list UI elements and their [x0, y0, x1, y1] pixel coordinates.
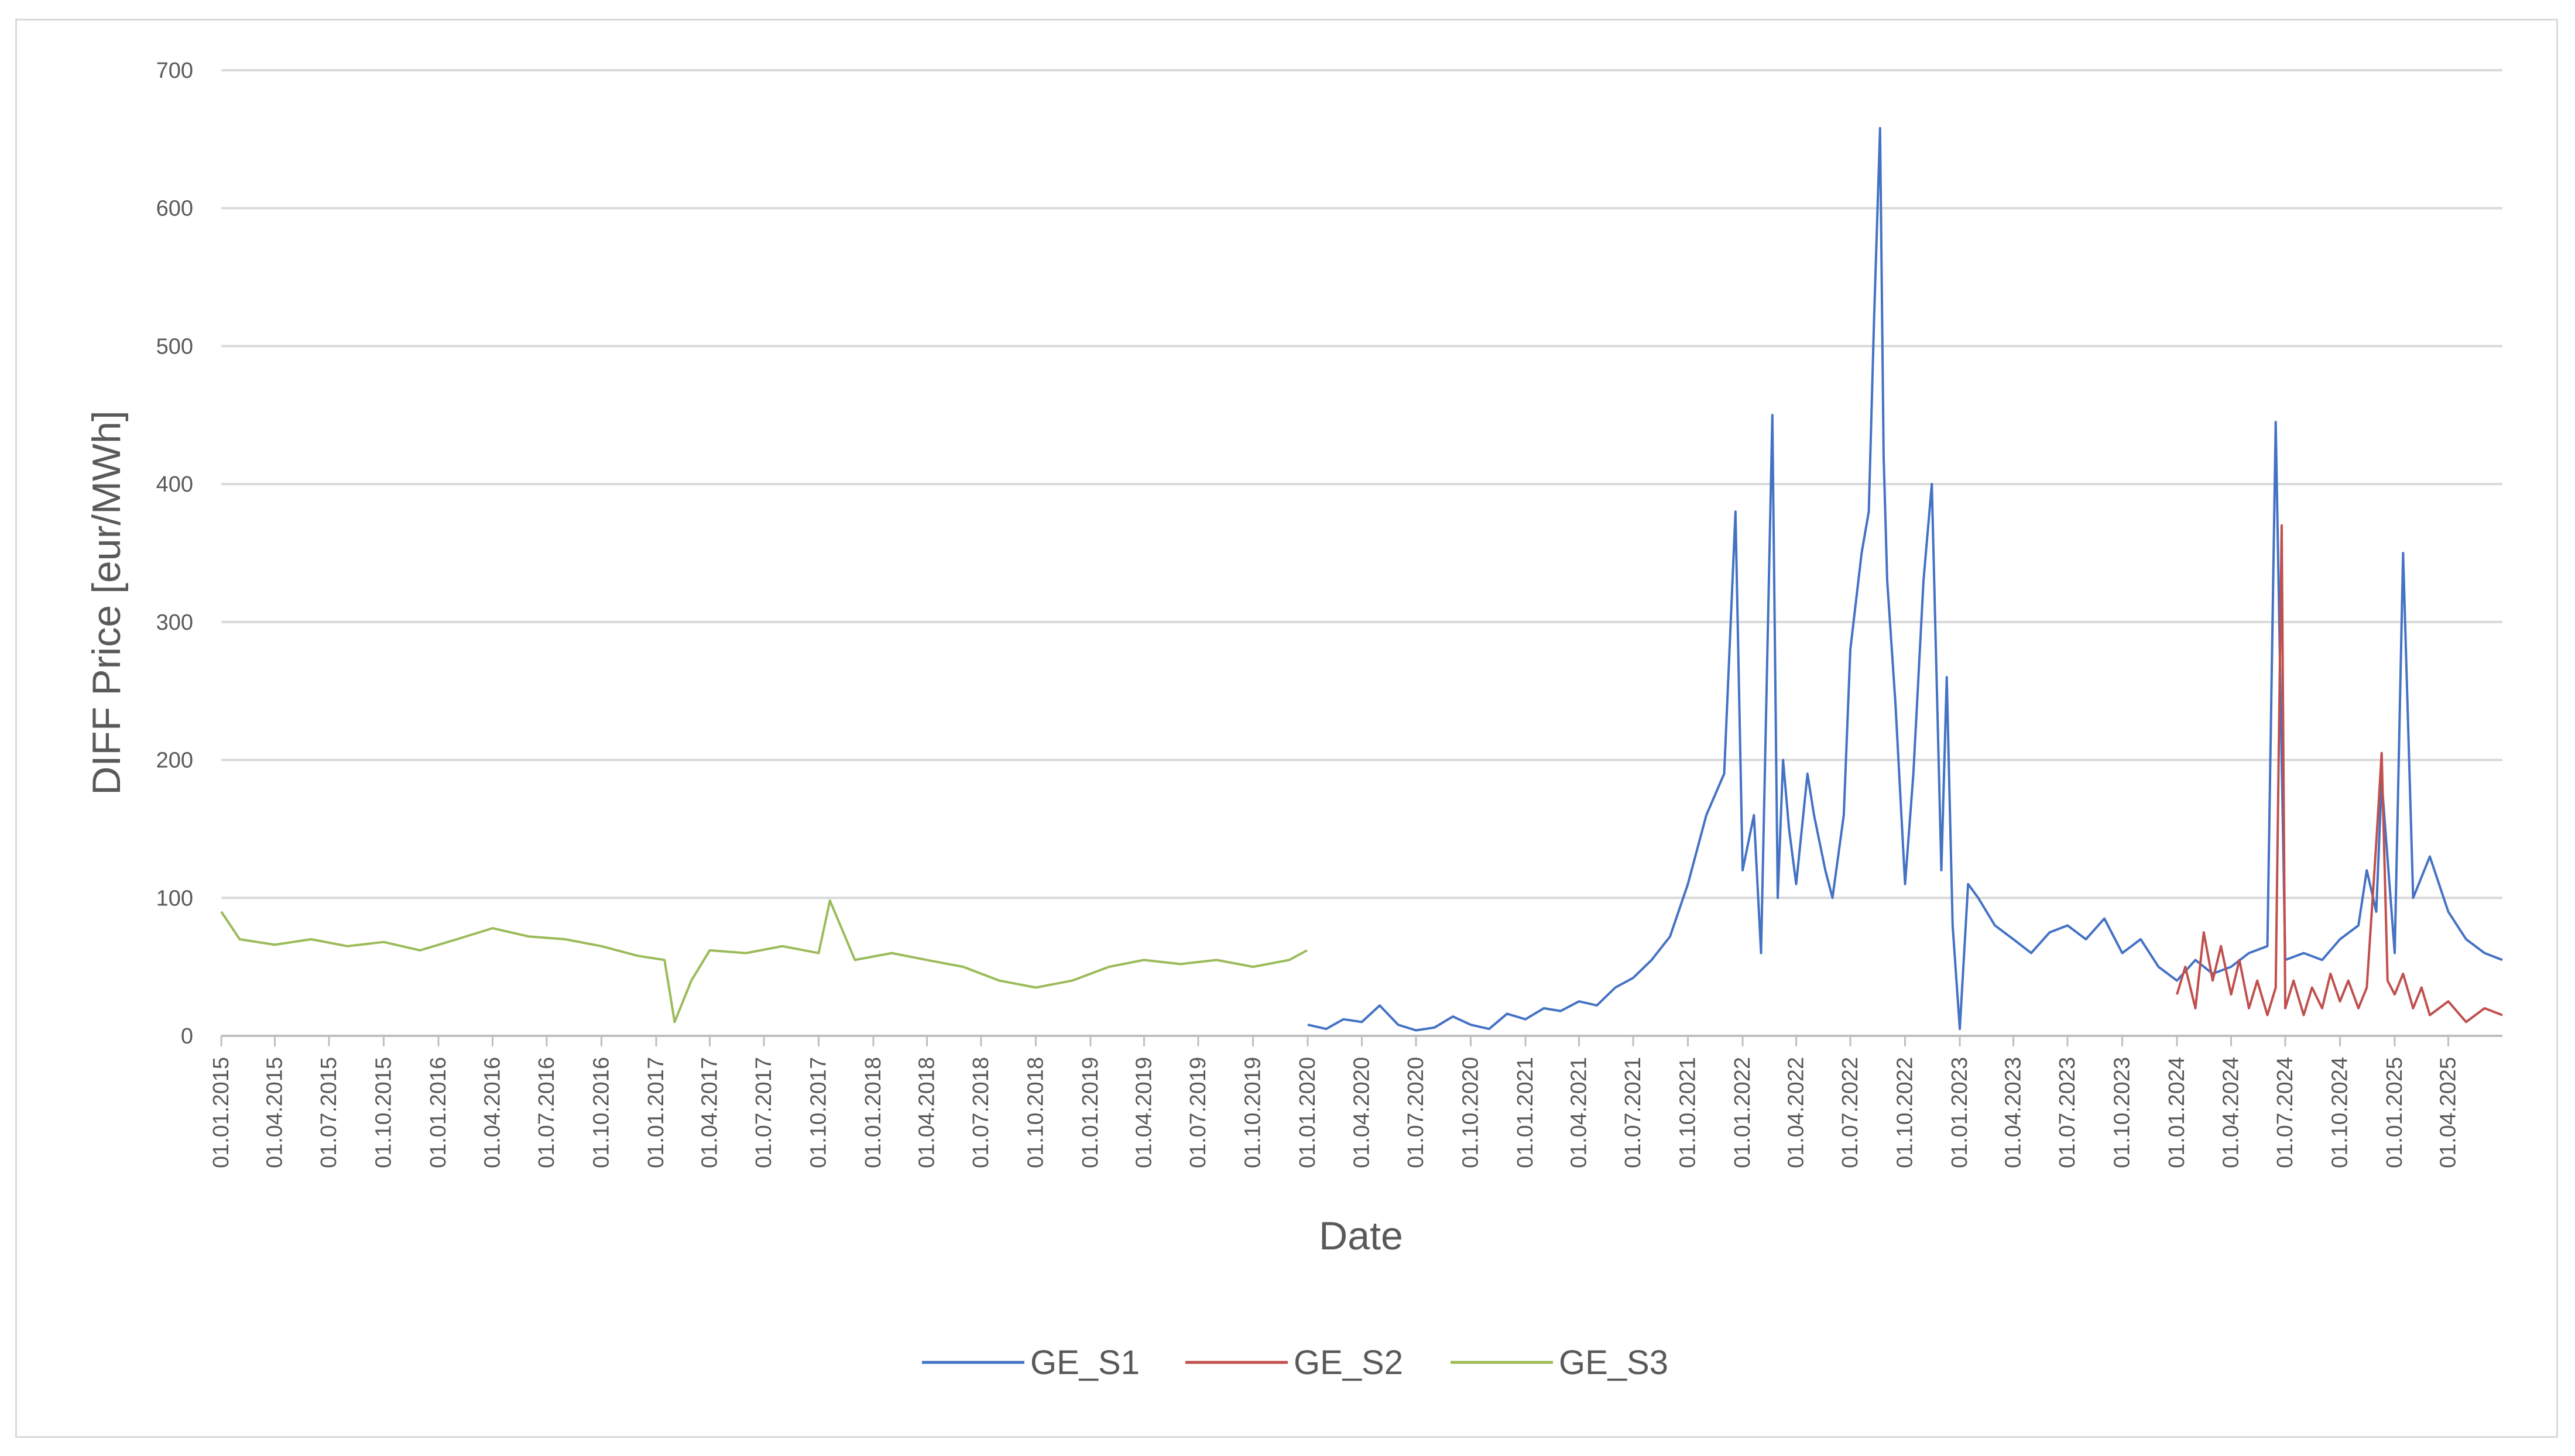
- legend-label-ge_s2: GE_S2: [1294, 1344, 1403, 1382]
- x-tick-label: 01.04.2022: [1784, 1057, 1808, 1168]
- x-tick-label: 01.01.2018: [861, 1057, 886, 1168]
- y-tick-label: 500: [156, 334, 193, 359]
- x-tick-label: 01.04.2017: [697, 1057, 722, 1168]
- x-tick-label: 01.07.2019: [1186, 1057, 1211, 1168]
- x-tick-label: 01.01.2017: [644, 1057, 668, 1168]
- x-tick-label: 01.10.2018: [1023, 1057, 1048, 1168]
- y-tick-label: 100: [156, 886, 193, 911]
- x-axis-ticks: 01.01.2015 01.04.2015 01.07.2015 01.10.2015…: [209, 1036, 2461, 1168]
- y-tick-label: 300: [156, 610, 193, 635]
- x-tick-label: 01.04.2015: [262, 1057, 287, 1168]
- x-tick-label: 01.10.2024: [2328, 1057, 2353, 1168]
- x-tick-label: 01.04.2018: [914, 1057, 939, 1168]
- series-line-ge_s3: [220, 899, 1308, 1024]
- x-tick-label: 01.10.2020: [1459, 1057, 1483, 1168]
- x-tick-label: 01.01.2024: [2165, 1057, 2189, 1168]
- gridlines: [221, 69, 2502, 1037]
- series-line-ge_s1: [1307, 127, 2503, 1032]
- x-tick-label: 01.07.2017: [752, 1057, 776, 1168]
- y-tick-label: 700: [156, 59, 193, 83]
- x-tick-label: 01.01.2015: [209, 1057, 234, 1168]
- x-tick-label: 01.07.2021: [1621, 1057, 1645, 1168]
- y-tick-label: 600: [156, 197, 193, 221]
- x-tick-label: 01.04.2021: [1566, 1057, 1591, 1168]
- x-tick-label: 01.07.2024: [2273, 1057, 2298, 1168]
- x-tick-label: 01.10.2017: [806, 1057, 831, 1168]
- x-tick-label: 01.04.2019: [1132, 1057, 1156, 1168]
- x-tick-label: 01.01.2019: [1078, 1057, 1103, 1168]
- x-tick-label: 01.04.2020: [1350, 1057, 1374, 1168]
- x-tick-label: 01.07.2016: [534, 1057, 559, 1168]
- x-tick-label: 01.01.2022: [1730, 1057, 1755, 1168]
- y-tick-label: 0: [181, 1024, 193, 1049]
- series-line-ge_s2: [2176, 524, 2503, 1024]
- x-tick-label: 01.01.2020: [1295, 1057, 1320, 1168]
- legend-label-ge_s3: GE_S3: [1559, 1344, 1668, 1382]
- y-axis-ticks: 0 100 200 300 400 500 600 700: [156, 59, 193, 1049]
- x-tick-label: 01.01.2023: [1947, 1057, 1972, 1168]
- x-tick-label: 01.10.2022: [1893, 1057, 1918, 1168]
- x-tick-label: 01.04.2016: [480, 1057, 505, 1168]
- x-tick-label: 01.01.2016: [426, 1057, 451, 1168]
- y-tick-label: 200: [156, 748, 193, 773]
- x-tick-label: 01.04.2023: [2001, 1057, 2025, 1168]
- x-tick-label: 01.07.2022: [1838, 1057, 1863, 1168]
- x-tick-label: 01.10.2015: [371, 1057, 396, 1168]
- legend: GE_S1 GE_S2 GE_S3: [922, 1344, 1668, 1382]
- x-tick-label: 01.01.2021: [1513, 1057, 1538, 1168]
- x-tick-label: 01.07.2015: [317, 1057, 341, 1168]
- series-lines: [220, 127, 2503, 1032]
- x-axis-title: Date: [1319, 1214, 1403, 1258]
- x-tick-label: 01.04.2025: [2436, 1057, 2461, 1168]
- y-tick-label: 400: [156, 472, 193, 497]
- x-tick-label: 01.10.2019: [1240, 1057, 1265, 1168]
- x-tick-label: 01.07.2020: [1404, 1057, 1428, 1168]
- x-tick-label: 01.01.2025: [2382, 1057, 2407, 1168]
- y-axis-title: DIFF Price [eur/MWh]: [84, 410, 129, 795]
- x-tick-label: 01.10.2021: [1676, 1057, 1700, 1168]
- chart-frame: [15, 19, 2558, 1438]
- x-tick-label: 01.07.2023: [2055, 1057, 2080, 1168]
- x-tick-label: 01.07.2018: [969, 1057, 993, 1168]
- legend-label-ge_s1: GE_S1: [1030, 1344, 1140, 1382]
- x-tick-label: 01.10.2023: [2110, 1057, 2135, 1168]
- x-tick-label: 01.04.2024: [2219, 1057, 2244, 1168]
- x-tick-label: 01.10.2016: [589, 1057, 614, 1168]
